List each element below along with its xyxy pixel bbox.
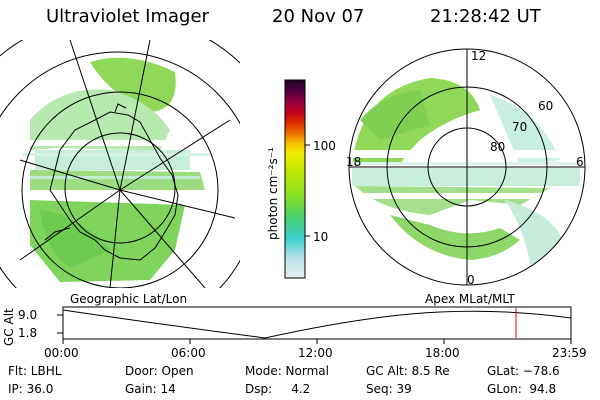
time-tick-1200: 12:00 bbox=[298, 346, 333, 360]
time-tick-0000: 00:00 bbox=[44, 346, 79, 360]
colorbar-tick-100: 100 bbox=[313, 139, 336, 153]
colorbar-gradient bbox=[284, 79, 306, 279]
apex-image: 12 18 6 0 60 70 80 bbox=[346, 48, 586, 287]
gain-readout: Gain: 14 bbox=[125, 382, 176, 396]
gc-alt-readout: GC Alt: 8.5 Re bbox=[366, 364, 450, 378]
time-tick-2359: 23:59 bbox=[552, 346, 587, 360]
time-ticks bbox=[62, 339, 572, 344]
seq-readout: Seq: 39 bbox=[366, 382, 412, 396]
glat-readout: GLat: −78.6 bbox=[487, 364, 560, 378]
geographic-image bbox=[0, 40, 240, 288]
left-panel-caption: Geographic Lat/Lon bbox=[70, 292, 187, 306]
mlat-mlt-grid bbox=[348, 48, 586, 286]
dsp-readout: Dsp: 4.2 bbox=[245, 382, 311, 396]
altitude-trace bbox=[62, 309, 572, 339]
date-label: 20 Nov 07 bbox=[272, 6, 365, 27]
coastline-antarctica bbox=[44, 103, 179, 261]
ip-readout: IP: 36.0 bbox=[8, 382, 54, 396]
filter-readout: Flt: LBHL bbox=[8, 364, 62, 378]
colorbar: 100 10 photon cm⁻²s⁻¹ bbox=[266, 79, 336, 279]
colorbar-unit-label: photon cm⁻²s⁻¹ bbox=[266, 147, 280, 240]
mlt-label-12: 12 bbox=[471, 49, 486, 63]
mode-readout: Mode: Normal bbox=[245, 364, 329, 378]
door-readout: Door: Open bbox=[125, 364, 194, 378]
mlat-label-80: 80 bbox=[490, 140, 505, 154]
instrument-title: Ultraviolet Imager bbox=[46, 6, 209, 27]
alt-tick-9: 9.0 bbox=[18, 308, 37, 322]
right-panel-caption: Apex MLat/MLT bbox=[425, 292, 515, 306]
alt-tick-1-8: 1.8 bbox=[18, 326, 37, 340]
alt-axis-label: GC Alt bbox=[2, 308, 16, 346]
time-label: 21:28:42 UT bbox=[430, 6, 541, 27]
mlat-label-70: 70 bbox=[512, 120, 527, 134]
aurora-emission-left bbox=[20, 40, 240, 288]
time-tick-1800: 18:00 bbox=[425, 346, 460, 360]
colorbar-tick-10: 10 bbox=[313, 230, 328, 244]
mlt-label-6: 6 bbox=[576, 155, 584, 169]
time-tick-0600: 06:00 bbox=[171, 346, 206, 360]
mlat-label-60: 60 bbox=[538, 99, 553, 113]
altitude-strip: Geographic Lat/Lon Apex MLat/MLT 9.0 1.8… bbox=[2, 292, 572, 346]
mlt-label-18: 18 bbox=[346, 155, 361, 169]
latlon-grid bbox=[0, 40, 240, 288]
mlt-label-0: 0 bbox=[467, 273, 475, 287]
glon-readout: GLon: 94.8 bbox=[487, 382, 557, 396]
